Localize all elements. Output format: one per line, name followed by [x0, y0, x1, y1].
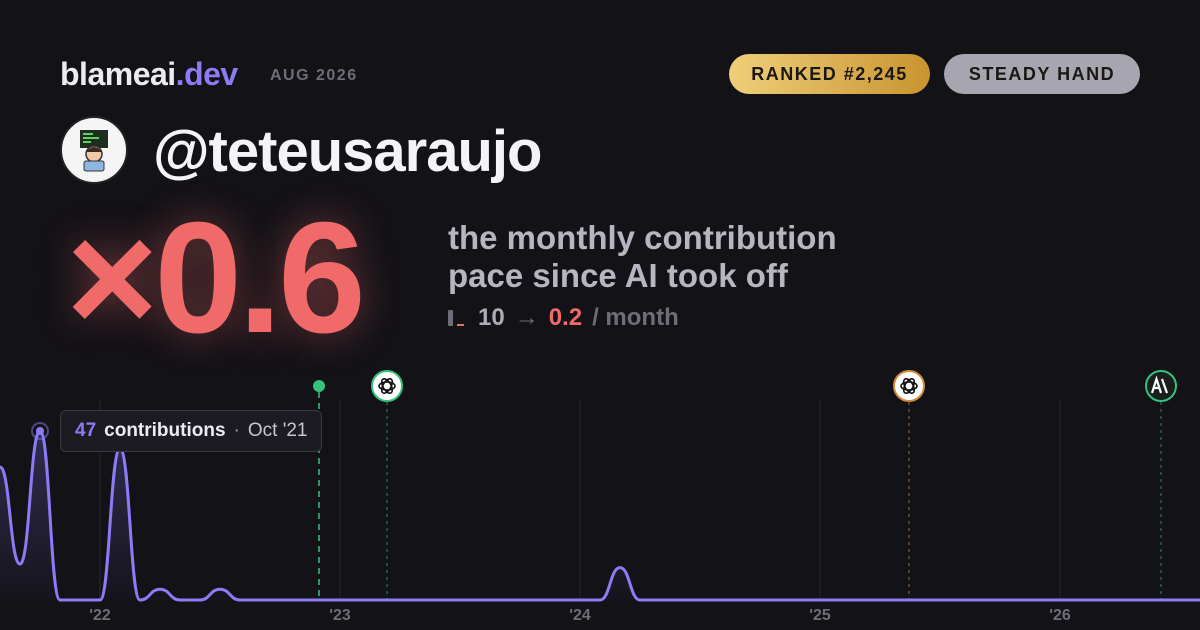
peak-ring: [31, 421, 49, 440]
tooltip-date: Oct '21: [247, 420, 308, 441]
pace-icon: [448, 310, 464, 326]
pace: 10 → 0.2 / month: [448, 304, 679, 332]
pace-arrow: →: [514, 304, 539, 331]
brand-name: blameai: [60, 56, 176, 92]
area: [0, 430, 1200, 600]
tooltip-unit: contributions: [104, 420, 226, 441]
line: [0, 429, 1200, 602]
tooltip: 47 contributions · Oct '21: [60, 410, 323, 452]
x-tick-label: '25: [809, 607, 831, 624]
event-markers: [313, 370, 1177, 600]
headline-line: the monthly contribution: [448, 219, 837, 256]
headline-line: pace since AI took off: [448, 257, 788, 294]
event-dot: [313, 380, 325, 392]
brand: blameai.dev: [60, 56, 238, 93]
badge-pill: STEADY HAND: [944, 54, 1140, 94]
date: AUG 2026: [270, 67, 358, 84]
brand-tld: .dev: [175, 56, 239, 92]
peak-dot: [36, 426, 44, 435]
chart: '22 '23 '24 '25 '26: [0, 370, 1200, 624]
tooltip-value: 47: [75, 420, 97, 441]
anthropic-logo: [1150, 375, 1169, 394]
x-tick-label: '23: [329, 607, 351, 624]
tooltip-separator: ·: [233, 420, 240, 441]
event-icon: [893, 370, 925, 402]
x-tick-label: '22: [89, 607, 111, 624]
avatar: [60, 116, 128, 184]
pace-after: 0.2: [548, 304, 583, 331]
x-tick-label: '26: [1049, 607, 1071, 624]
multiplier: ×0.6: [66, 190, 366, 366]
x-tick-label: '24: [569, 607, 591, 624]
event-icon: [1145, 370, 1177, 402]
pace-unit: / month: [592, 304, 679, 331]
username: @teteusaraujo: [153, 119, 542, 184]
event-icon: [371, 370, 403, 402]
pace-before: 10: [478, 304, 505, 331]
rank-pill: RANKED #2,245: [729, 54, 930, 94]
